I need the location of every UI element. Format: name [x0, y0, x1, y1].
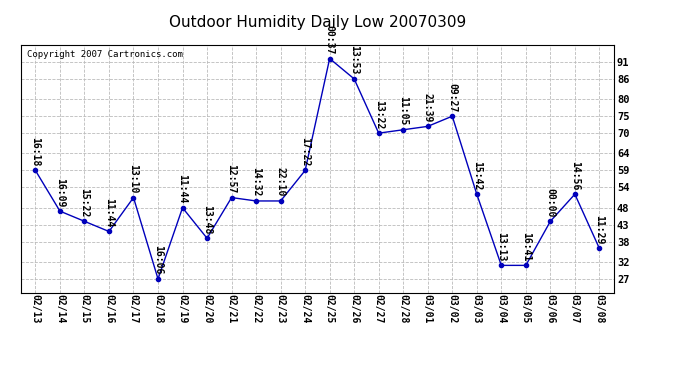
Text: 14:32: 14:32 — [251, 167, 261, 197]
Text: 13:48: 13:48 — [202, 205, 212, 234]
Text: 00:00: 00:00 — [545, 188, 555, 217]
Text: 16:41: 16:41 — [521, 232, 531, 261]
Text: 13:10: 13:10 — [128, 164, 139, 194]
Text: 16:09: 16:09 — [55, 178, 65, 207]
Text: Copyright 2007 Cartronics.com: Copyright 2007 Cartronics.com — [27, 50, 183, 59]
Text: 14:56: 14:56 — [570, 160, 580, 190]
Text: 13:53: 13:53 — [349, 45, 359, 75]
Text: 15:22: 15:22 — [79, 188, 90, 217]
Text: 15:42: 15:42 — [472, 160, 482, 190]
Text: 11:44: 11:44 — [177, 174, 188, 204]
Text: 16:06: 16:06 — [153, 245, 163, 275]
Text: 13:13: 13:13 — [496, 232, 506, 261]
Text: 22:10: 22:10 — [275, 167, 286, 197]
Text: 16:18: 16:18 — [30, 137, 41, 166]
Text: 09:27: 09:27 — [447, 82, 457, 112]
Text: 11:05: 11:05 — [398, 96, 408, 126]
Text: 12:57: 12:57 — [226, 164, 237, 194]
Text: 00:37: 00:37 — [325, 25, 335, 54]
Text: 17:22: 17:22 — [300, 137, 310, 166]
Text: 11:44: 11:44 — [104, 198, 114, 227]
Text: 21:39: 21:39 — [423, 93, 433, 122]
Text: 11:29: 11:29 — [594, 215, 604, 244]
Text: 13:22: 13:22 — [374, 100, 384, 129]
Text: Outdoor Humidity Daily Low 20070309: Outdoor Humidity Daily Low 20070309 — [169, 15, 466, 30]
